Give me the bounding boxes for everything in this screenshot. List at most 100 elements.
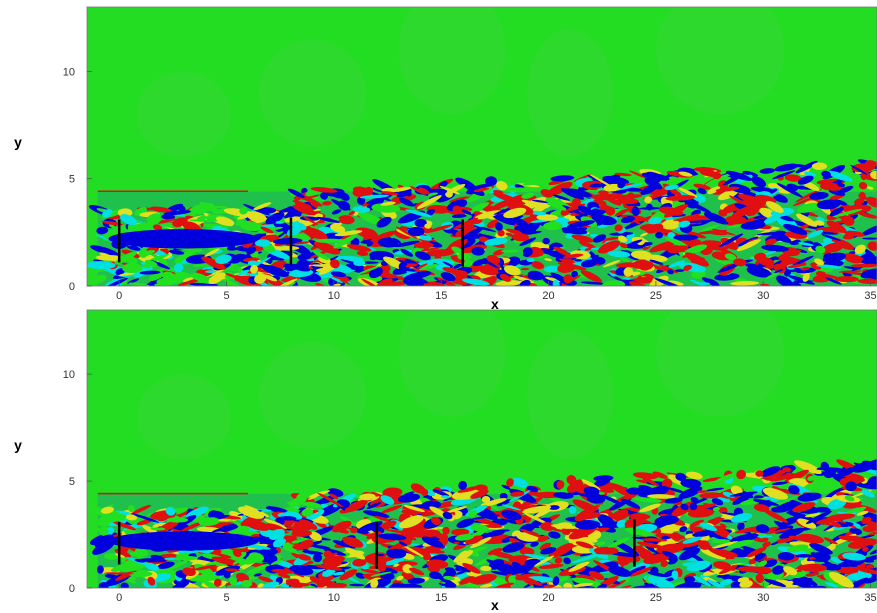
- vortex-structure: [762, 541, 771, 548]
- vortex-structure: [589, 183, 603, 188]
- vortex-structure: [772, 565, 785, 575]
- vortex-structure: [643, 582, 664, 588]
- vortex-structure: [393, 240, 420, 248]
- vortex-structure: [700, 548, 727, 560]
- vortex-structure: [754, 553, 766, 561]
- x-tick-label: 0: [116, 592, 122, 604]
- vortex-structure: [588, 570, 605, 581]
- vortex-structure: [719, 523, 727, 528]
- vortex-structure: [614, 172, 632, 177]
- vortex-structure: [702, 477, 723, 482]
- vortex-structure: [146, 213, 161, 223]
- vortex-structure: [756, 231, 784, 236]
- bottom-panel: 0 5 10 15 20 25 30 35 0 5 10 x y: [14, 309, 877, 613]
- vortex-structure: [554, 557, 563, 564]
- vortex-structure: [326, 582, 347, 588]
- vortex-structure: [126, 244, 141, 251]
- vortex-structure: [375, 278, 393, 286]
- vortex-structure: [817, 479, 837, 491]
- vortex-structure: [131, 513, 160, 523]
- vortex-structure: [285, 578, 300, 586]
- vortex-structure: [125, 514, 138, 521]
- vortex-structure: [861, 489, 875, 498]
- vortex-structure: [484, 237, 508, 246]
- vortex-structure: [389, 186, 412, 193]
- vortex-structure: [543, 221, 563, 231]
- vortex-structure: [290, 221, 307, 231]
- vortex-structure: [771, 232, 792, 243]
- vortex-structure: [751, 176, 767, 188]
- vortex-structure: [468, 510, 478, 518]
- y-tick-label: 5: [69, 174, 75, 186]
- vortex-structure: [100, 506, 114, 514]
- vortex-structure: [523, 512, 550, 526]
- vortex-structure: [666, 176, 680, 185]
- vortex-structure: [315, 267, 334, 272]
- vortex-structure: [283, 281, 296, 286]
- vortex-structure: [711, 541, 739, 549]
- vortex-structure: [764, 470, 786, 478]
- vortex-structure: [552, 194, 570, 201]
- vortex-structure: [584, 247, 592, 251]
- vortex-structure: [797, 202, 822, 213]
- vortex-structure: [802, 272, 810, 282]
- vortex-structure: [377, 533, 407, 541]
- vortex-structure: [338, 215, 355, 225]
- vortex-structure: [470, 546, 488, 553]
- vortex-structure: [414, 218, 427, 228]
- vortex-structure: [323, 548, 347, 556]
- vortex-structure: [731, 205, 753, 219]
- vortex-structure: [684, 230, 706, 239]
- vortex-structure: [464, 210, 472, 215]
- vortex-structure: [568, 561, 590, 572]
- vortex-structure: [620, 216, 635, 224]
- vortex-structure: [788, 535, 804, 541]
- vortex-structure: [177, 205, 186, 212]
- vortex-structure: [174, 556, 199, 561]
- vortex-structure: [776, 275, 794, 286]
- vortex-structure: [361, 278, 380, 286]
- vortex-structure: [864, 160, 876, 171]
- vortex-structure: [693, 183, 711, 190]
- vortex-structure: [382, 567, 398, 574]
- y-axis-label: y: [14, 134, 22, 150]
- vortex-structure: [479, 268, 499, 276]
- vortex-structure: [614, 224, 623, 232]
- vortex-structure: [697, 188, 707, 195]
- vortex-structure: [755, 524, 770, 534]
- vortex-structure: [357, 212, 385, 226]
- vortex-structure: [547, 582, 564, 588]
- vortex-structure: [797, 492, 822, 502]
- vortex-structure: [826, 170, 853, 182]
- vortex-structure: [501, 484, 511, 490]
- vortex-structure: [682, 562, 699, 567]
- vortex-structure: [369, 267, 383, 279]
- vortex-structure: [711, 539, 731, 544]
- vortex-structure: [621, 498, 641, 509]
- vortex-structure: [828, 189, 846, 196]
- vortex-structure: [408, 567, 425, 576]
- vortex-structure: [568, 505, 577, 515]
- farfield-blob: [398, 310, 506, 417]
- vortex-structure: [138, 248, 148, 258]
- vortex-structure: [328, 275, 343, 284]
- vortex-structure: [99, 526, 109, 536]
- vortex-structure: [763, 580, 790, 588]
- farfield-variations: [136, 7, 785, 158]
- vortex-structure: [400, 532, 417, 541]
- vortex-structure: [409, 186, 427, 195]
- vortex-structure: [165, 506, 176, 516]
- vortex-structure: [378, 520, 397, 531]
- vortex-structure: [690, 497, 699, 504]
- vortex-structure: [328, 493, 339, 500]
- plot-frame: [86, 6, 877, 287]
- vortex-structure: [282, 263, 291, 268]
- vortex-structure: [398, 515, 424, 529]
- vortex-structure: [634, 545, 643, 550]
- turbulent-wake: [89, 458, 877, 588]
- vortex-structure: [788, 485, 800, 495]
- vortex-structure: [728, 183, 751, 194]
- vortex-structure: [499, 273, 511, 282]
- vortex-structure: [373, 516, 389, 521]
- vortex-structure: [626, 565, 646, 576]
